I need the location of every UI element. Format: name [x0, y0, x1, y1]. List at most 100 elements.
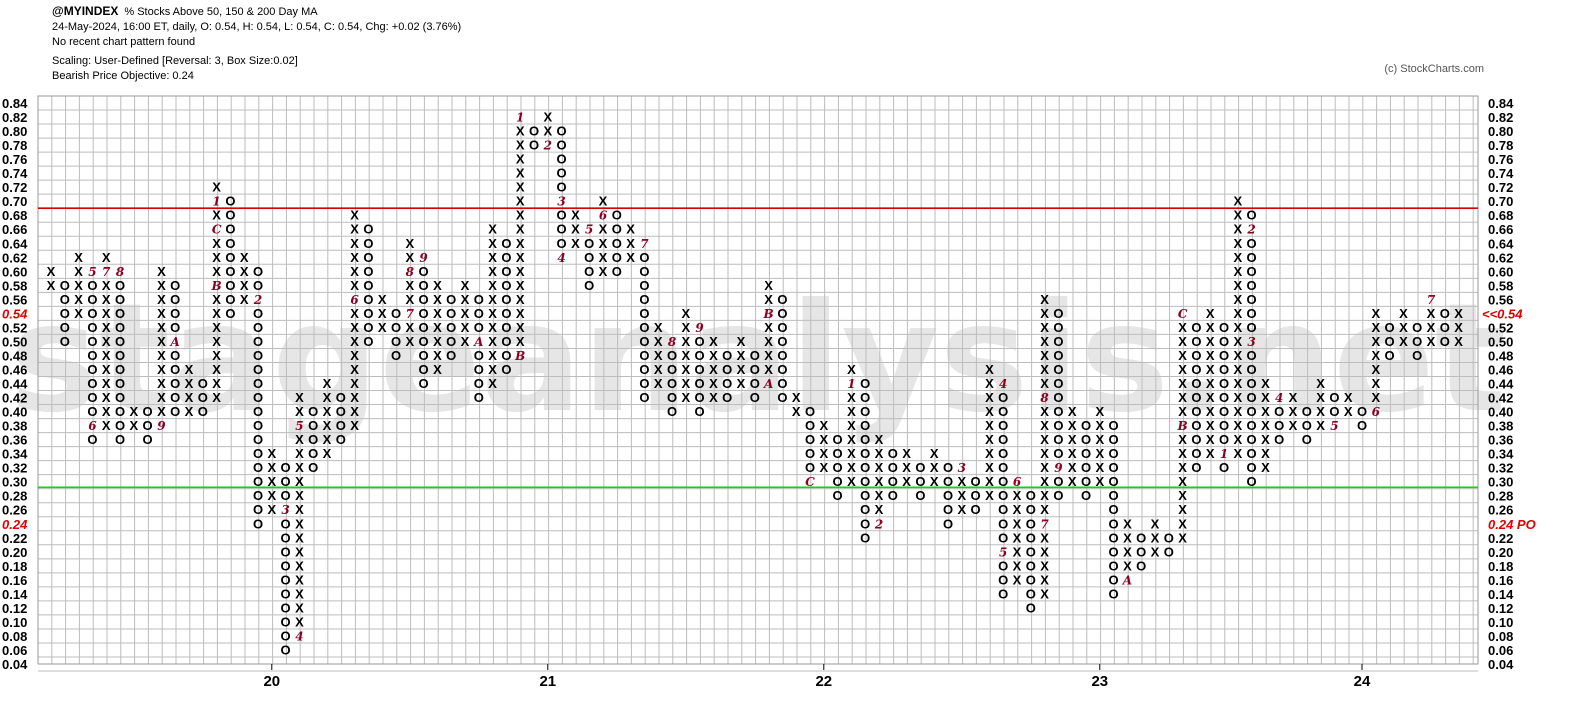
- x-box: X: [488, 250, 497, 265]
- o-box: O: [750, 362, 760, 377]
- y-tick-label-left: 0.22: [2, 531, 27, 546]
- month-marker: 6: [350, 293, 359, 307]
- x-box: X: [985, 460, 994, 475]
- o-box: O: [860, 530, 870, 545]
- x-box: X: [1040, 362, 1049, 377]
- o-box: O: [639, 348, 649, 363]
- o-box: O: [115, 390, 125, 405]
- o-box: O: [1081, 460, 1091, 475]
- x-box: X: [405, 334, 414, 349]
- month-marker: 9: [157, 419, 166, 433]
- o-box: O: [115, 418, 125, 433]
- o-box: O: [998, 488, 1008, 503]
- y-tick-label-left: 0.70: [2, 194, 27, 209]
- x-box: X: [1178, 516, 1187, 531]
- x-box: X: [350, 334, 359, 349]
- x-box: X: [1178, 488, 1187, 503]
- x-box: X: [1427, 334, 1436, 349]
- y-tick-label-right: 0.18: [1488, 559, 1513, 574]
- o-box: O: [60, 292, 70, 307]
- x-box: X: [1040, 432, 1049, 447]
- o-box: O: [1081, 432, 1091, 447]
- month-marker: 9: [1054, 461, 1063, 475]
- x-box: X: [1178, 502, 1187, 517]
- o-box: O: [1247, 460, 1257, 475]
- x-box: X: [102, 320, 111, 335]
- y-tick-label-right: 0.72: [1488, 180, 1513, 195]
- x-box: X: [1040, 292, 1049, 307]
- o-box: O: [1219, 460, 1229, 475]
- o-box: O: [805, 418, 815, 433]
- o-box: O: [474, 320, 484, 335]
- x-box: X: [461, 306, 470, 321]
- y-tick-label-right: 0.74: [1488, 166, 1514, 181]
- o-box: O: [1219, 390, 1229, 405]
- o-box: O: [557, 138, 567, 153]
- chart-description: % Stocks Above 50, 150 & 200 Day MA: [124, 6, 318, 18]
- o-box: O: [860, 516, 870, 531]
- x-box: X: [985, 446, 994, 461]
- x-box: X: [488, 264, 497, 279]
- y-tick-label-right: 0.10: [1488, 615, 1513, 630]
- o-box: O: [1247, 446, 1257, 461]
- o-box: O: [143, 432, 153, 447]
- o-box: O: [915, 460, 925, 475]
- o-box: O: [612, 264, 622, 279]
- o-box: O: [281, 474, 291, 489]
- o-box: O: [557, 152, 567, 167]
- o-box: O: [170, 362, 180, 377]
- x-box: X: [792, 404, 801, 419]
- x-box: X: [350, 404, 359, 419]
- o-box: O: [253, 390, 263, 405]
- o-box: O: [1109, 530, 1119, 545]
- x-box: X: [1123, 530, 1132, 545]
- o-box: O: [115, 432, 125, 447]
- o-box: O: [60, 306, 70, 321]
- x-box: X: [875, 460, 884, 475]
- x-box: X: [1233, 278, 1242, 293]
- o-box: O: [557, 236, 567, 251]
- o-box: O: [1053, 306, 1063, 321]
- o-box: O: [777, 320, 787, 335]
- o-box: O: [391, 348, 401, 363]
- o-box: O: [363, 320, 373, 335]
- o-box: O: [446, 348, 456, 363]
- y-tick-label-left: 0.68: [2, 208, 27, 223]
- x-box: X: [102, 348, 111, 363]
- o-box: O: [391, 306, 401, 321]
- x-box: X: [267, 502, 276, 517]
- x-box: X: [1233, 222, 1242, 237]
- o-box: O: [1219, 418, 1229, 433]
- y-tick-label-left: 0.66: [2, 222, 27, 237]
- o-box: O: [308, 404, 318, 419]
- o-box: O: [1081, 446, 1091, 461]
- o-box: O: [225, 306, 235, 321]
- o-box: O: [1053, 432, 1063, 447]
- x-box: X: [405, 292, 414, 307]
- x-box: X: [1206, 376, 1215, 391]
- o-box: O: [860, 460, 870, 475]
- o-box: O: [998, 530, 1008, 545]
- o-box: O: [833, 488, 843, 503]
- o-box: O: [1164, 544, 1174, 559]
- x-box: X: [350, 320, 359, 335]
- x-box: X: [764, 320, 773, 335]
- x-box: X: [1013, 530, 1022, 545]
- x-box: X: [875, 446, 884, 461]
- o-box: O: [253, 320, 263, 335]
- x-box: X: [1040, 404, 1049, 419]
- y-tick-label-left: 0.14: [2, 587, 28, 602]
- y-tick-label-left: 0.46: [2, 362, 27, 377]
- x-box: X: [1261, 376, 1270, 391]
- o-box: O: [1247, 418, 1257, 433]
- x-box: X: [1178, 334, 1187, 349]
- x-box: X: [1095, 418, 1104, 433]
- o-box: O: [1219, 376, 1229, 391]
- x-box: X: [350, 278, 359, 293]
- o-box: O: [943, 474, 953, 489]
- x-box: X: [212, 264, 221, 279]
- o-box: O: [1191, 432, 1201, 447]
- pattern-line: No recent chart pattern found: [52, 36, 196, 48]
- x-box: X: [350, 390, 359, 405]
- o-box: O: [170, 320, 180, 335]
